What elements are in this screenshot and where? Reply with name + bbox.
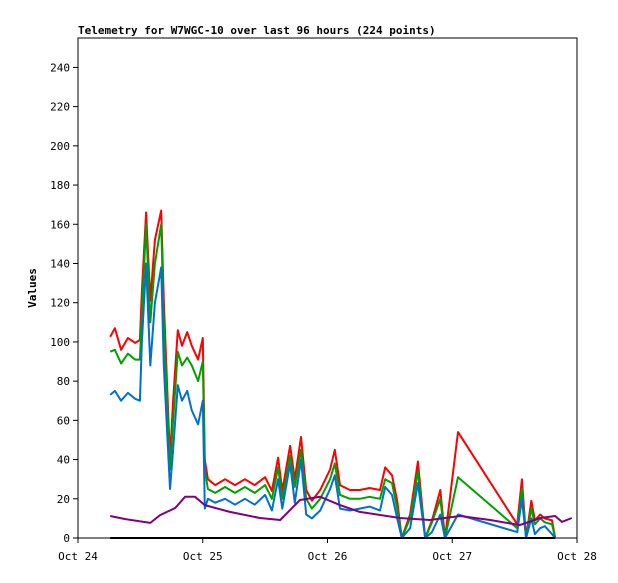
x-tick-label: Oct 28	[557, 550, 597, 563]
x-tick-label: Oct 27	[432, 550, 472, 563]
y-tick-label: 220	[50, 101, 70, 114]
y-tick-label: 140	[50, 257, 70, 270]
y-tick-label: 240	[50, 61, 70, 74]
x-tick-label: Oct 25	[183, 550, 223, 563]
y-tick-label: 180	[50, 179, 70, 192]
y-tick-label: 40	[57, 454, 70, 467]
y-tick-label: 20	[57, 493, 70, 506]
y-tick-label: 60	[57, 414, 70, 427]
y-tick-label: 160	[50, 218, 70, 231]
y-tick-label: 100	[50, 336, 70, 349]
x-tick-label: Oct 24	[58, 550, 98, 563]
chart-title: Telemetry for W7WGC-10 over last 96 hour…	[78, 24, 436, 37]
x-tick-label: Oct 26	[308, 550, 348, 563]
y-tick-label: 80	[57, 375, 70, 388]
y-tick-label: 120	[50, 297, 70, 310]
y-axis-label: Values	[26, 268, 39, 308]
series-line	[109, 495, 573, 527]
y-tick-label: 200	[50, 140, 70, 153]
y-tick-label: 0	[63, 532, 70, 545]
series-line	[109, 262, 556, 539]
